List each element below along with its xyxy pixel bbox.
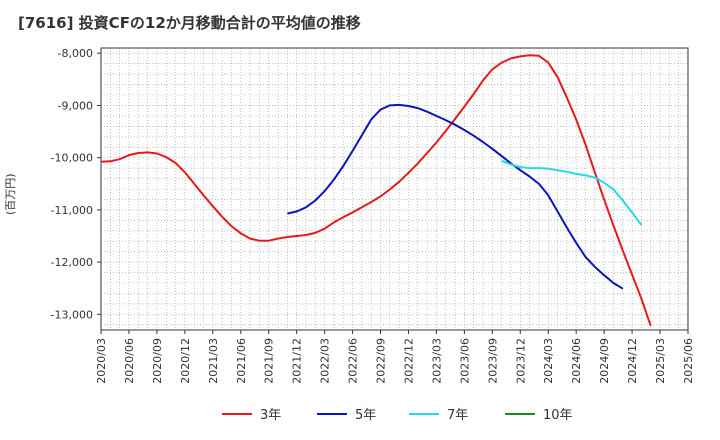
x-tick-label: 2022/12 [402,338,415,384]
x-tick-label: 2024/09 [598,338,611,384]
x-tick-label: 2024/12 [626,338,639,384]
x-tick-label: 2023/03 [430,338,443,384]
x-tick-label: 2023/06 [458,338,471,384]
x-tick-label: 2020/06 [123,338,136,384]
chart-title: [7616] 投資CFの12か月移動合計の平均値の推移 [18,14,361,32]
y-tick-label: -9,000 [58,99,93,112]
x-tick-label: 2023/09 [486,338,499,384]
y-tick-label: -8,000 [58,47,93,60]
legend: 3年 5年 7年 10年 [222,408,573,423]
y-tick-label: -12,000 [51,256,93,269]
x-tick-label: 2025/06 [682,338,695,384]
y-tick-label: -11,000 [51,204,93,217]
axes: -8,000 -9,000 -10,000 -11,000 -12,000 -13,000… [51,47,695,383]
series-line-2 [287,103,624,290]
x-tick-label: 2022/09 [375,338,388,384]
x-tick-label: 2020/12 [179,338,192,384]
legend-label-2: 5年 [355,408,376,423]
y-tick-label: -10,000 [51,152,93,165]
legend-label-3: 7年 [447,408,468,423]
y-tick-label: -13,000 [51,308,93,321]
x-tick-label: 2024/03 [542,338,555,384]
x-tick-label: 2024/06 [570,338,583,384]
x-tick-label: 2021/03 [207,338,220,384]
x-tick-label: 2025/03 [654,338,667,384]
series-line-1 [100,54,652,327]
x-tick-label: 2021/06 [235,338,248,384]
x-tick-label: 2022/06 [347,338,360,384]
x-tick-label: 2022/03 [319,338,332,384]
series-line-3 [501,159,643,226]
x-tick-label: 2021/09 [263,338,276,384]
x-tick-label: 2021/12 [291,338,304,384]
legend-label-1: 3年 [260,408,281,423]
x-tick-label: 2020/03 [95,338,108,384]
plot-frame [100,47,689,331]
series-lines [100,54,652,327]
legend-label-4: 10年 [543,408,573,423]
x-tick-label: 2020/09 [151,338,164,384]
x-tick-label: 2023/12 [514,338,527,384]
